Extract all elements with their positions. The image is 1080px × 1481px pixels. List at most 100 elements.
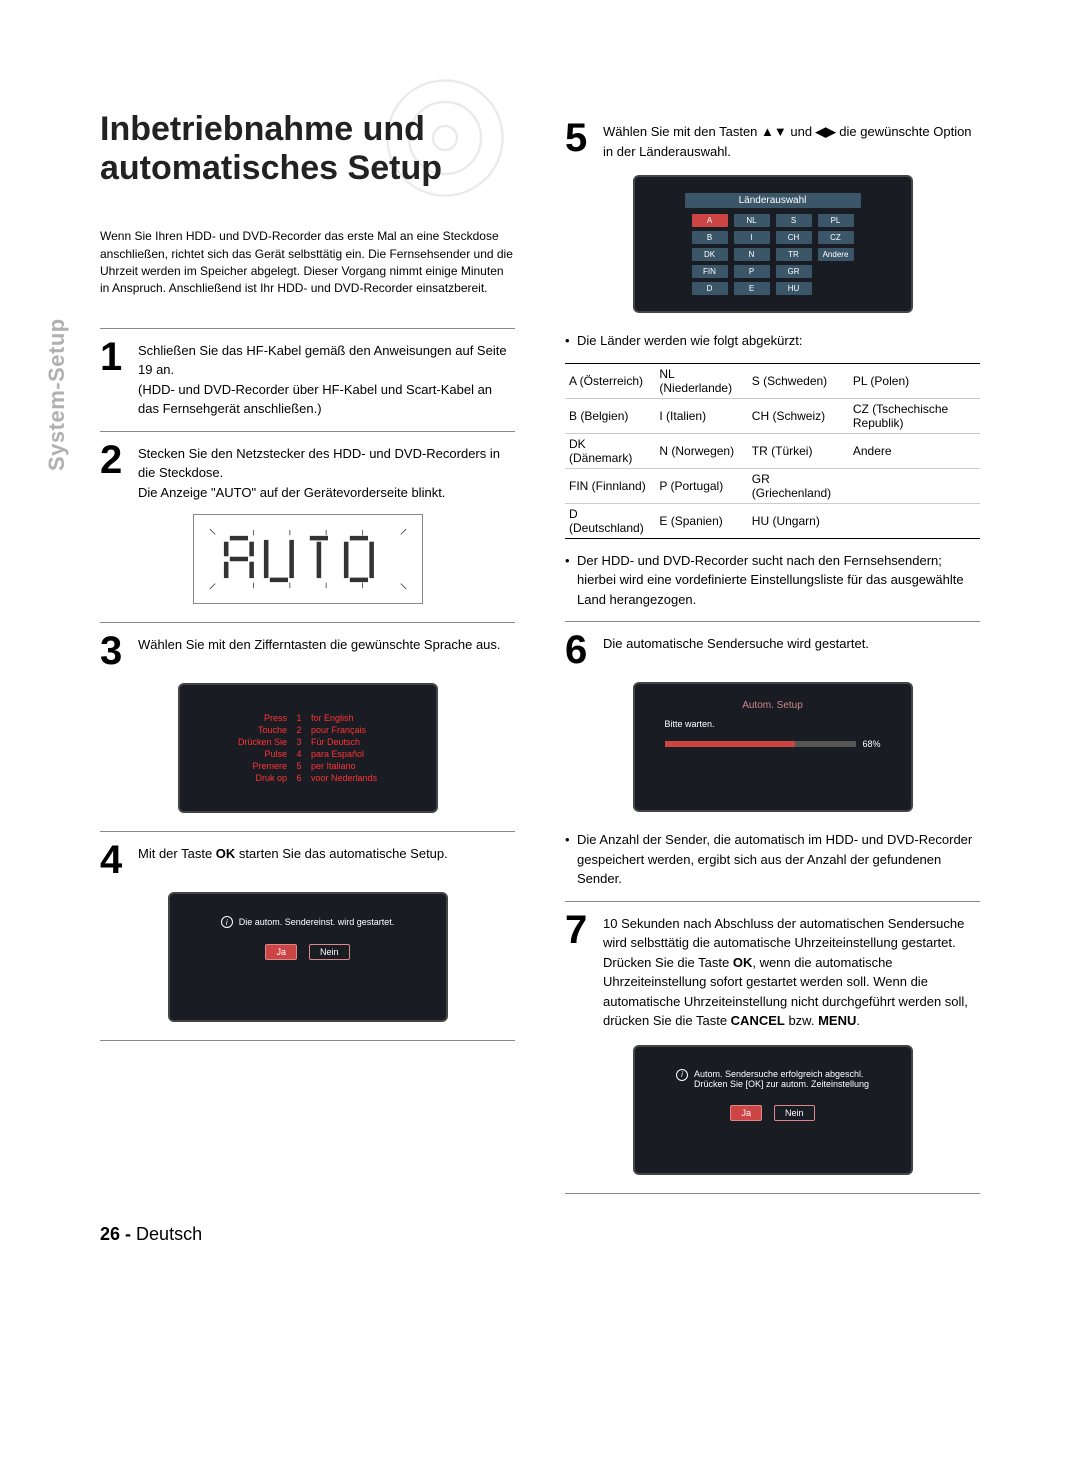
table-cell: P (Portugal) [655,468,747,503]
text: und [787,124,816,139]
country-cell[interactable]: P [734,265,770,278]
info-icon: i [676,1069,688,1081]
lang-name: pour Français [311,725,377,735]
osd-auto-setup-confirm: i Die autom. Sendereinst. wird gestartet… [168,892,448,1022]
lang-prompt: Press [238,713,287,723]
text: . [856,1013,860,1028]
step-5: 5 Wählen Sie mit den Tasten ▲▼ und ◀▶ di… [565,110,980,161]
step-body: Die automatische Sendersuche wird gestar… [603,632,869,668]
table-cell: FIN (Finnland) [565,468,655,503]
text: Stecken Sie den Netzstecker des HDD- und… [138,446,500,481]
page-footer: 26 - Deutsch [100,1224,980,1245]
leftright-icon: ◀▶ [816,124,836,139]
bullet: Die Länder werden wie folgt abgekürzt: [565,331,980,351]
osd-title: Autom. Setup [645,700,901,715]
step-body: 10 Sekunden nach Abschluss der automatis… [603,912,980,1031]
osd-language-menu: Press 1 for English Touche 2 pour Français Drü… [178,683,438,813]
country-cell[interactable]: Andere [818,248,854,261]
lang-prompt: Druk op [238,773,287,783]
country-cell[interactable]: FIN [692,265,728,278]
cancel-label: CANCEL [731,1013,785,1028]
step-body: Schließen Sie das HF-Kabel gemäß den Anw… [138,339,515,419]
country-cell[interactable]: GR [776,265,812,278]
table-row: B (Belgien)I (Italien)CH (Schweiz)CZ (Ts… [565,398,980,433]
country-cell[interactable]: TR [776,248,812,261]
country-cell[interactable]: E [734,282,770,295]
text: Die Anzeige "AUTO" auf der Gerätevorders… [138,485,445,500]
step-number: 1 [100,339,130,419]
side-tab: System-Setup [44,318,70,471]
step-body: Mit der Taste OK starten Sie das automat… [138,842,448,878]
country-cell[interactable]: NL [734,214,770,227]
menu-label: MENU [818,1013,856,1028]
left-column: Inbetriebnahme und automatisches Setup W… [100,110,515,1194]
table-row: D (Deutschland)E (Spanien)HU (Ungarn) [565,503,980,538]
title-line-1: Inbetriebnahme und [100,110,425,148]
osd-search-complete: i Autom. Sendersuche erfolgreich abgesch… [633,1045,913,1175]
lang-prompt: Touche [238,725,287,735]
lang-number: 5 [293,761,305,771]
osd-country-select: Länderauswahl A NL S PL BI CH CZ DK N TR Andere FIN… [633,175,913,313]
osd-auto-search-progress: Autom. Setup Bitte warten. 68% [633,682,913,812]
step-body: Stecken Sie den Netzstecker des HDD- und… [138,442,515,503]
country-cell[interactable]: A [692,214,728,227]
step-body: Wählen Sie mit den Tasten ▲▼ und ◀▶ die … [603,120,980,161]
text: Autom. Sendersuche erfolgreich abgeschl. [694,1069,864,1079]
table-cell: E (Spanien) [655,503,747,538]
osd-yes-button[interactable]: Ja [730,1105,762,1121]
osd-yes-button[interactable]: Ja [265,944,297,960]
country-cell[interactable]: N [734,248,770,261]
lang-number: 6 [293,773,305,783]
text: Drücken Sie [OK] zur autom. Zeiteinstell… [694,1079,869,1089]
step-number: 3 [100,633,130,669]
text: starten Sie das automatische Setup. [235,846,447,861]
info-icon: i [221,916,233,928]
osd-title: Länderauswahl [739,195,807,206]
table-cell: DK (Dänemark) [565,433,655,468]
osd-no-button[interactable]: Nein [774,1105,815,1121]
country-cell[interactable]: CH [776,231,812,244]
osd-text: Die autom. Sendereinst. wird gestartet. [239,917,395,927]
table-row: FIN (Finnland)P (Portugal)GR (Griechenla… [565,468,980,503]
country-cell[interactable]: HU [776,282,812,295]
bullet: Der HDD- und DVD-Recorder sucht nach den… [565,551,980,610]
lang-number: 2 [293,725,305,735]
lang-number: 4 [293,749,305,759]
step-number: 6 [565,632,595,668]
table-cell: Andere [849,433,980,468]
step-7: 7 10 Sekunden nach Abschluss der automat… [565,902,980,1031]
table-cell: TR (Türkei) [748,433,849,468]
lang-name: voor Nederlands [311,773,377,783]
table-cell: S (Schweden) [748,363,849,398]
progress-bar [665,741,857,747]
table-cell: NL (Niederlande) [655,363,747,398]
country-cell[interactable]: CZ [818,231,854,244]
country-cell[interactable]: B [692,231,728,244]
table-cell: A (Österreich) [565,363,655,398]
table-cell: CZ (Tschechische Republik) [849,398,980,433]
lang-name: Für Deutsch [311,737,377,747]
lang-name: per Italiano [311,761,377,771]
lang-prompt: Pulse [238,749,287,759]
text: Drücken Sie die Taste [603,955,733,970]
table-cell: PL (Polen) [849,363,980,398]
step-number: 2 [100,442,130,503]
table-cell: B (Belgien) [565,398,655,433]
country-cell[interactable]: I [734,231,770,244]
osd-no-button[interactable]: Nein [309,944,350,960]
lang-number: 1 [293,713,305,723]
country-cell[interactable]: S [776,214,812,227]
ok-label: OK [216,846,236,861]
step-number: 4 [100,842,130,878]
country-cell[interactable]: D [692,282,728,295]
country-cell[interactable]: PL [818,214,854,227]
country-cell[interactable]: DK [692,248,728,261]
osd-wait: Bitte warten. [645,715,901,733]
table-cell [849,503,980,538]
table-cell: I (Italien) [655,398,747,433]
intro-text: Wenn Sie Ihren HDD- und DVD-Recorder das… [100,228,515,298]
text: bzw. [785,1013,818,1028]
lang-name: for English [311,713,377,723]
lang-prompt: Drücken Sie [238,737,287,747]
osd-text: Autom. Sendersuche erfolgreich abgeschl.… [694,1069,869,1089]
